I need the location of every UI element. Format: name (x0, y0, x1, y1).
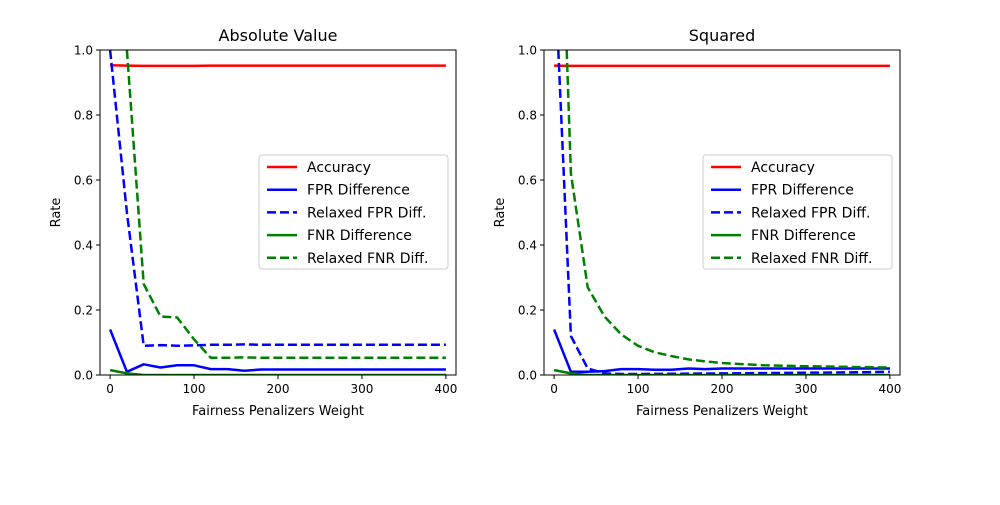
y-tick-label: 0.2 (74, 304, 93, 318)
series-line-fnr-difference (110, 370, 446, 375)
chart-panel-2: 0 100 200 300 400 0.0 0.2 0.4 0.6 0.8 1.0 Squared Fa… (493, 26, 901, 419)
y-tick-label: 0.0 (518, 369, 537, 383)
legend-label: Relaxed FPR Diff. (307, 205, 426, 221)
x-tick-label: 400 (878, 382, 901, 396)
y-axis-label: Rate (49, 198, 64, 228)
legend-label: Accuracy (307, 160, 371, 176)
x-tick-label: 400 (434, 382, 457, 396)
x-tick-label: 0 (550, 382, 558, 396)
x-tick-label: 100 (627, 382, 650, 396)
legend: Accuracy FPR Difference Relaxed FPR Diff. F… (259, 155, 448, 269)
legend-label: Relaxed FNR Diff. (751, 251, 872, 267)
x-axis-label: Fairness Penalizers Weight (192, 404, 364, 419)
chart-title: Squared (689, 26, 755, 45)
chart-title: Absolute Value (219, 26, 338, 45)
x-tick-label: 200 (711, 382, 734, 396)
legend-label: FPR Difference (307, 183, 410, 199)
series-line-fpr-difference (554, 330, 890, 372)
chart-panel-1: 0 100 200 300 400 0.0 0.2 0.4 0.6 0.8 1.0 Absolute … (49, 26, 457, 419)
series-line-accuracy (110, 65, 446, 66)
y-tick-label: 0.2 (518, 304, 537, 318)
x-tick-label: 100 (183, 382, 206, 396)
x-tick-label: 200 (267, 382, 290, 396)
legend: Accuracy FPR Difference Relaxed FPR Diff. F… (703, 155, 892, 269)
y-tick-label: 1.0 (518, 44, 537, 58)
legend-label: Relaxed FNR Diff. (307, 251, 428, 267)
y-axis-label: Rate (493, 198, 508, 228)
legend-label: FNR Difference (751, 228, 856, 244)
legend-label: FNR Difference (307, 228, 412, 244)
y-tick-label: 0.4 (74, 239, 93, 253)
series-line-fpr-difference (110, 330, 446, 372)
y-tick-label: 0.6 (518, 174, 537, 188)
y-tick-label: 0.8 (74, 109, 93, 123)
x-tick-label: 300 (351, 382, 374, 396)
y-tick-label: 0.0 (74, 369, 93, 383)
legend-label: Relaxed FPR Diff. (751, 205, 870, 221)
x-tick-label: 0 (106, 382, 114, 396)
x-tick-label: 300 (795, 382, 818, 396)
x-axis-label: Fairness Penalizers Weight (636, 404, 808, 419)
y-tick-label: 0.8 (518, 109, 537, 123)
legend-label: FPR Difference (751, 183, 854, 199)
y-tick-label: 0.4 (518, 239, 537, 253)
legend-label: Accuracy (751, 160, 815, 176)
y-tick-label: 0.6 (74, 174, 93, 188)
y-tick-label: 1.0 (74, 44, 93, 58)
